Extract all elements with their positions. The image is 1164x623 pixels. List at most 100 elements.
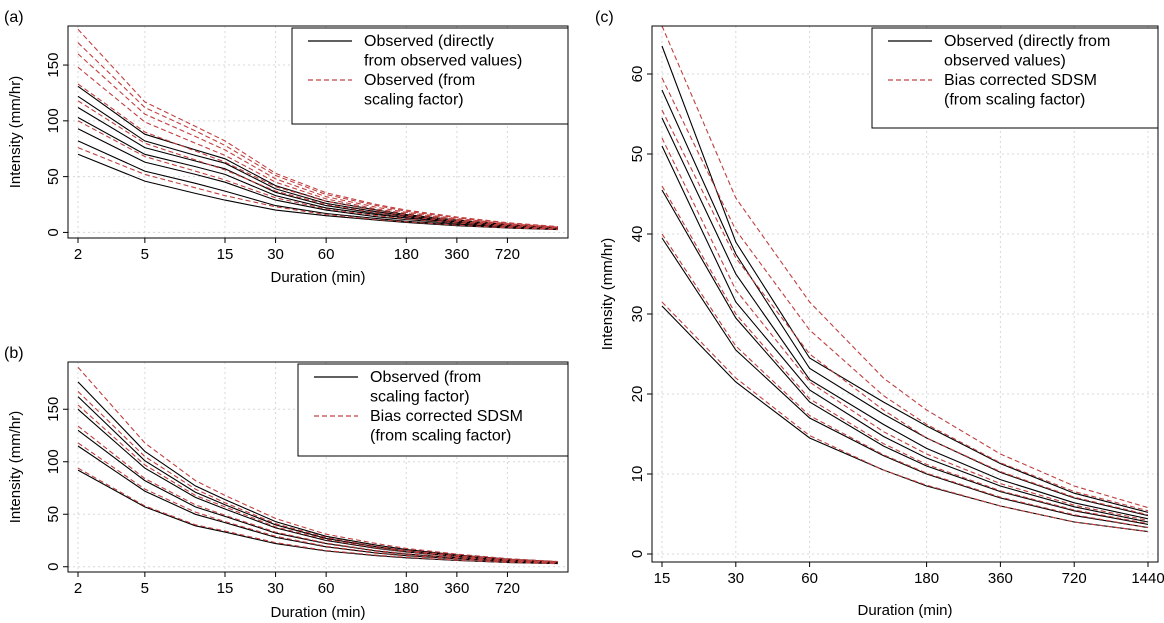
y-tick-label: 100 [45, 108, 62, 133]
series-line-10 [77, 404, 559, 563]
x-axis-label: Duration (min) [857, 602, 952, 619]
legend-label-2: (from scaling factor) [944, 92, 1085, 109]
y-axis-label: Intensity (mm/hr) [7, 411, 24, 524]
y-tick-label: 150 [45, 53, 62, 78]
legend-label-1: scaling factor) [370, 389, 470, 406]
y-tick-label: 50 [45, 506, 62, 523]
y-tick-label: 0 [45, 228, 62, 236]
series-line-11 [77, 83, 559, 229]
legend: Observed (directly from observed values) O… [291, 27, 569, 125]
x-axis-label: Duration (min) [270, 269, 365, 286]
legend-label-2: Bias corrected SDSM [370, 408, 523, 425]
y-tick-label: 50 [629, 146, 646, 163]
x-tick-label: 60 [318, 246, 335, 263]
x-tick-label: 2 [74, 246, 82, 263]
series-line-12 [77, 66, 559, 228]
series-line-8 [77, 442, 559, 564]
series-line-6 [661, 89, 1149, 517]
y-tick-label: 40 [629, 226, 646, 243]
legend: Observed (directly from observed values) B… [871, 27, 1159, 129]
series-line-4 [77, 117, 559, 230]
series-line-13 [77, 53, 559, 228]
x-axis-label: Duration (min) [270, 604, 365, 621]
legend-label-1: observed values) [944, 53, 1066, 70]
legend-label-1: Observed (directly [364, 33, 494, 50]
series-line-15 [77, 28, 559, 228]
series-line-1 [77, 469, 559, 565]
series-line-1 [77, 153, 559, 231]
legend-label-2: Bias corrected SDSM [944, 72, 1097, 89]
y-tick-label: 0 [629, 550, 646, 558]
x-tick-label: 360 [444, 246, 469, 263]
series-line-2 [77, 140, 559, 230]
plot-frame [67, 25, 569, 239]
legend-label-1: Observed (from [370, 369, 481, 386]
x-tick-label: 1440 [1131, 570, 1164, 587]
series-line-14 [661, 25, 1149, 509]
x-tick-label: 2 [74, 580, 82, 597]
y-tick-label: 50 [45, 168, 62, 185]
series-line-8 [77, 147, 559, 231]
series-line-10 [661, 185, 1149, 525]
panel-label: (b) [4, 345, 24, 362]
x-tick-label: 180 [394, 580, 419, 597]
legend-label-1: from observed values) [364, 53, 522, 70]
series-line-12 [661, 109, 1149, 516]
legend-box [291, 27, 569, 125]
x-tick-label: 720 [495, 580, 520, 597]
y-axis-label: Intensity (mm/hr) [599, 238, 616, 351]
x-tick-label: 360 [988, 570, 1013, 587]
x-tick-label: 360 [444, 580, 469, 597]
legend: Observed (from scaling factor) Bias correc… [297, 363, 569, 457]
plot-frame [67, 361, 569, 573]
series-line-11 [661, 137, 1149, 521]
x-tick-label: 30 [727, 570, 744, 587]
x-tick-label: 30 [267, 580, 284, 597]
x-tick-label: 60 [801, 570, 818, 587]
series-line-13 [661, 77, 1149, 512]
y-tick-label: 30 [629, 306, 646, 323]
legend-label-1: Observed (directly from [944, 33, 1110, 50]
legend-label-2: (from scaling factor) [370, 428, 511, 445]
x-tick-label: 15 [217, 246, 234, 263]
y-tick-label: 60 [629, 66, 646, 83]
legend-label-2: Observed (from [364, 72, 475, 89]
series-line-12 [77, 366, 559, 563]
x-tick-label: 30 [267, 246, 284, 263]
series-line-5 [661, 117, 1149, 520]
panel-label: (c) [595, 9, 614, 26]
chart-panel-1: 2 5 15 30 60 180 360 720 0 50 100 150 Duration (min)… [4, 9, 569, 286]
chart-panel-2: 2 5 15 30 60 180 360 720 0 50 100 150 Duration (min)… [4, 345, 569, 621]
panel-label: (a) [4, 9, 24, 26]
plot-frame [651, 25, 1159, 563]
series-line-9 [77, 425, 559, 564]
series-line-3 [77, 128, 559, 230]
series-line-2 [661, 237, 1149, 529]
legend-box [871, 27, 1159, 129]
series-line-14 [77, 42, 559, 228]
series-line-5 [77, 107, 559, 230]
series-line-3 [661, 189, 1149, 525]
legend-box [297, 363, 569, 457]
series-line-8 [661, 301, 1149, 533]
x-tick-label: 15 [654, 570, 671, 587]
series-line-10 [77, 100, 559, 229]
series-line-9 [77, 120, 559, 230]
x-tick-label: 720 [495, 246, 520, 263]
x-tick-label: 15 [217, 580, 234, 597]
x-tick-label: 720 [1062, 570, 1087, 587]
series-line-11 [77, 391, 559, 563]
y-tick-label: 20 [629, 386, 646, 403]
series-line-4 [661, 145, 1149, 523]
x-tick-label: 60 [318, 580, 335, 597]
x-tick-label: 180 [914, 570, 939, 587]
y-axis-label: Intensity (mm/hr) [7, 76, 24, 189]
legend-label-2: scaling factor) [364, 92, 464, 109]
series-line-7 [661, 45, 1149, 513]
chart-panel-3: 15 30 60 180 360 720 1440 0 10 20 30 40 50 60 Duration… [595, 9, 1164, 619]
y-tick-label: 10 [629, 466, 646, 483]
y-tick-label: 150 [45, 397, 62, 422]
y-tick-label: 0 [45, 563, 62, 571]
x-tick-label: 5 [141, 246, 149, 263]
